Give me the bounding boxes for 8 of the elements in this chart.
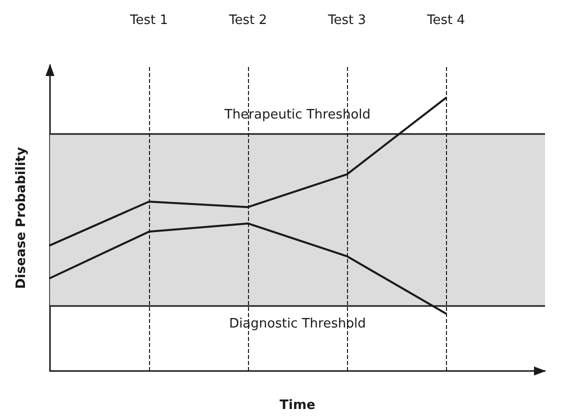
ref-line-label: Therapeutic Threshold xyxy=(223,107,371,122)
y-axis-title: Disease Probability xyxy=(14,146,29,289)
x-tick-label: Test 4 xyxy=(426,13,466,28)
x-tick-label: Test 3 xyxy=(326,13,366,28)
x-tick-label: Test 2 xyxy=(228,13,268,28)
ref-line-label: Diagnostic Threshold xyxy=(229,316,366,332)
x-axis-title: Time xyxy=(280,398,316,413)
x-tick-label: Test 1 xyxy=(128,13,168,28)
